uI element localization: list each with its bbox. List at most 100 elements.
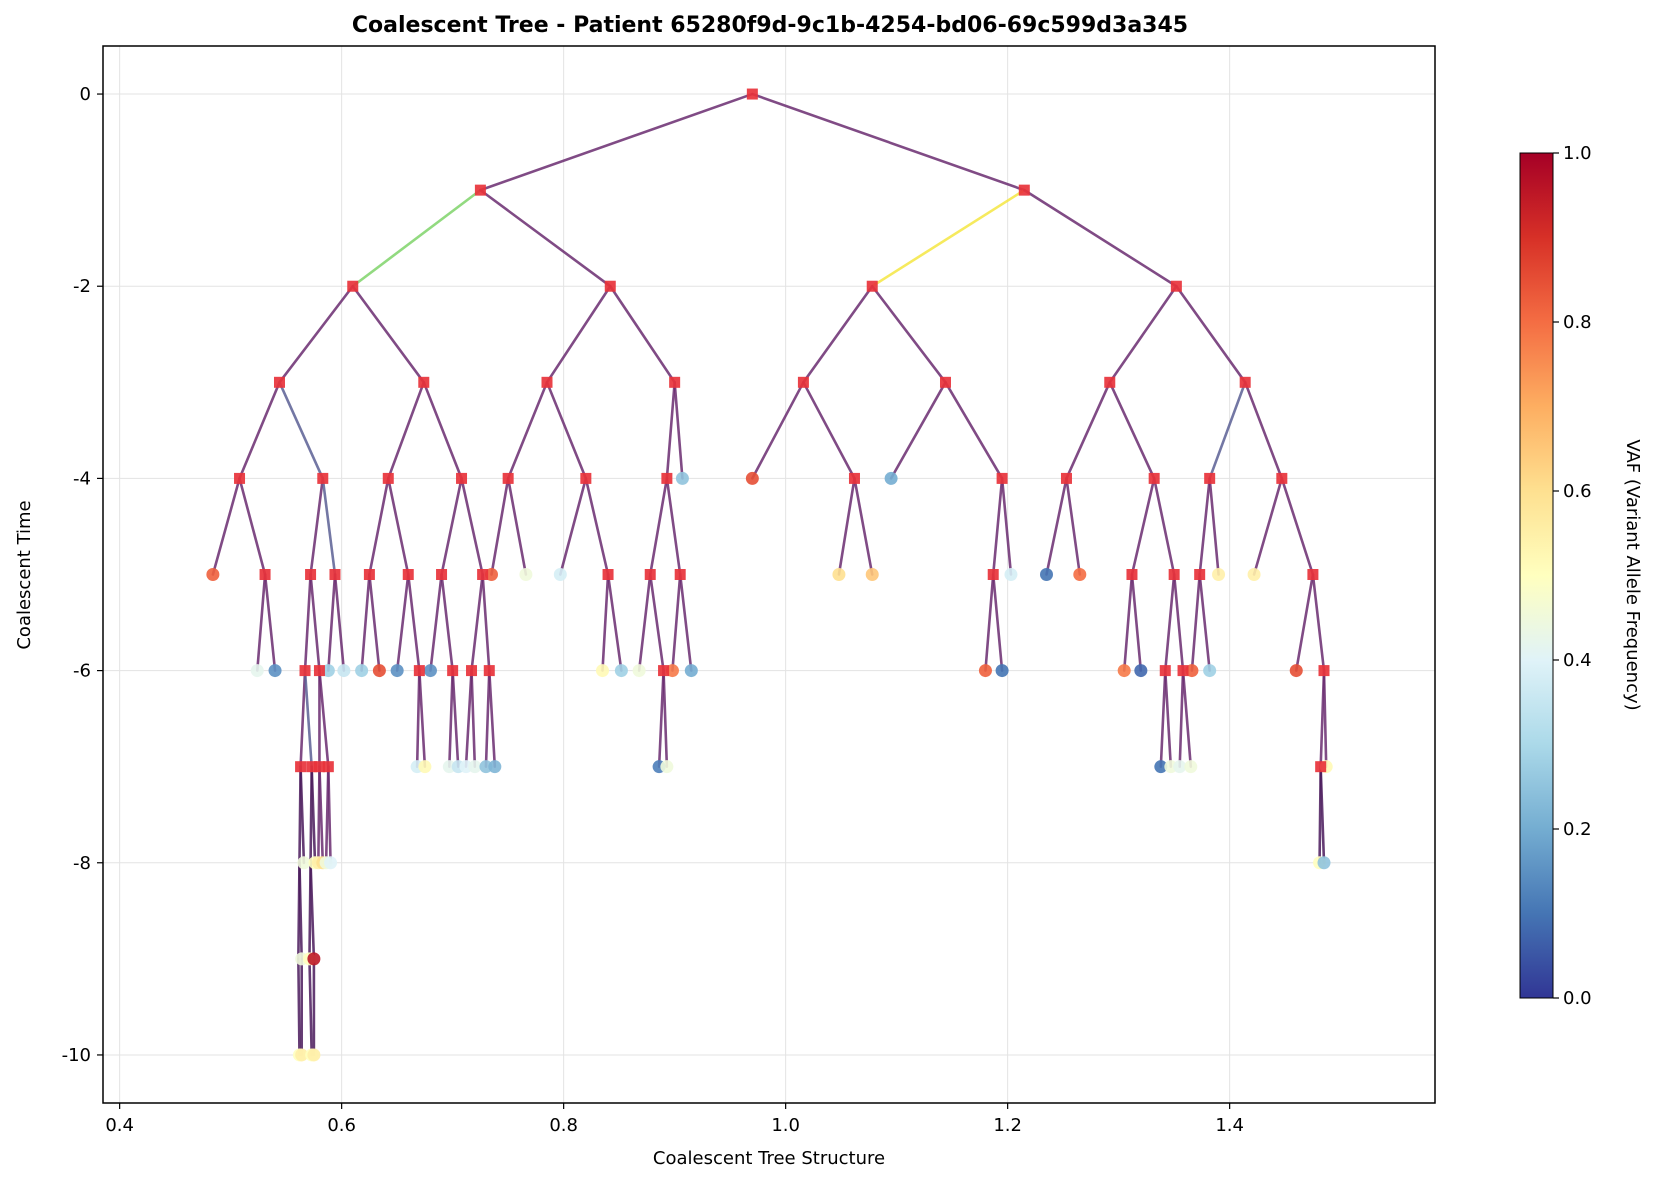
internal-node: [866, 280, 878, 292]
tree-edge: [671, 573, 682, 672]
internal-node: [305, 569, 317, 580]
y-axis-ticks: 0 -2 -4 -6 -8 -10: [62, 84, 103, 1066]
internal-node: [502, 472, 514, 484]
internal-node: [996, 472, 1008, 484]
internal-node: [1018, 184, 1030, 196]
y-tick-label: -2: [73, 276, 91, 297]
internal-node: [661, 472, 673, 484]
tree-edge: [238, 381, 281, 480]
colorbar-tick-label: 0.0: [1563, 988, 1592, 1009]
tree-edge: [802, 381, 856, 480]
x-tick-label: 1.2: [993, 1115, 1022, 1136]
tree-edge: [490, 477, 510, 576]
tree-edge: [1175, 284, 1247, 384]
tree-edge: [837, 477, 856, 576]
tree-edge: [1178, 669, 1185, 768]
tree-edge: [238, 477, 267, 576]
tree-edge: [648, 477, 669, 576]
colorbar-tick-label: 1.0: [1563, 143, 1592, 164]
tree-edge: [870, 188, 1026, 288]
tree-edge: [1198, 573, 1211, 672]
internal-node: [1276, 472, 1288, 484]
tree-edge: [351, 284, 426, 384]
grid-lines: [103, 46, 1435, 1103]
tree-edge: [386, 381, 426, 480]
internal-node: [329, 569, 341, 580]
tree-edge: [318, 669, 330, 768]
x-tick-label: 1.0: [771, 1115, 800, 1136]
tree-edge: [1065, 477, 1082, 576]
tree-edge: [460, 477, 484, 576]
internal-node: [644, 569, 656, 580]
internal-node: [1307, 569, 1319, 580]
tree-edge: [470, 573, 484, 672]
internal-node: [322, 761, 334, 773]
leaf-node: [423, 664, 437, 678]
tree-edge: [1159, 669, 1167, 768]
tree-edge: [298, 861, 303, 961]
leaf-node: [519, 568, 533, 581]
tree-edge: [481, 573, 491, 672]
internal-node: [580, 472, 592, 484]
internal-node: [1315, 761, 1327, 773]
internal-node: [658, 665, 670, 677]
leaf-node: [1173, 760, 1187, 774]
leaf-node: [468, 760, 482, 774]
internal-node: [1177, 665, 1189, 677]
y-axis-label: Coalescent Time: [14, 500, 35, 649]
internal-node: [1204, 472, 1216, 484]
tree-edge: [299, 669, 307, 768]
leaf-node: [865, 568, 879, 581]
tree-edge: [984, 573, 995, 672]
leaf-node: [297, 856, 311, 870]
internal-node: [848, 472, 860, 484]
leaf-node: [459, 760, 473, 774]
internal-node: [313, 665, 325, 677]
leaf-node: [307, 1048, 321, 1062]
tree-edge: [479, 188, 612, 288]
leaf-node: [250, 664, 264, 678]
leaf-node: [324, 856, 338, 870]
tree-edge: [545, 381, 588, 480]
tree-edge: [506, 477, 528, 576]
leaf-node: [479, 760, 493, 774]
tree-edge: [406, 573, 421, 672]
internal-node: [456, 472, 468, 484]
internal-nodes: [234, 88, 1330, 773]
internal-node: [295, 761, 307, 773]
tree-edge: [278, 284, 355, 384]
internal-node: [669, 376, 681, 388]
tree-edge: [1045, 477, 1068, 576]
leaf-nodes: [206, 471, 1333, 1062]
internal-node: [483, 665, 495, 677]
tree-edge: [464, 669, 473, 768]
tree-edge: [422, 381, 463, 480]
x-tick-label: 1.4: [1215, 1115, 1244, 1136]
y-tick-label: 0: [80, 84, 91, 105]
tree-edge: [351, 188, 482, 288]
x-tick-label: 0.6: [327, 1115, 356, 1136]
y-tick-label: -8: [73, 853, 91, 874]
tree-edge: [1198, 477, 1211, 576]
tree-edge: [853, 477, 874, 576]
tree-edge: [484, 669, 491, 768]
tree-edge: [303, 573, 312, 672]
internal-node: [259, 569, 271, 580]
leaf-node: [355, 664, 369, 678]
leaf-node: [1040, 568, 1053, 581]
internal-node: [674, 569, 686, 580]
tree-edge: [309, 477, 325, 576]
tree-edge: [1108, 381, 1156, 480]
tree-edge: [648, 573, 665, 672]
tree-edge: [386, 477, 410, 576]
internal-node: [1194, 569, 1206, 580]
tree-edge: [1172, 573, 1185, 672]
internal-node: [234, 472, 246, 484]
internal-node: [306, 761, 318, 773]
internal-node: [347, 280, 359, 292]
colorbar-tick-label: 0.2: [1563, 819, 1592, 840]
tree-edge: [308, 957, 313, 1057]
internal-node: [602, 569, 614, 580]
internal-node: [987, 569, 999, 580]
